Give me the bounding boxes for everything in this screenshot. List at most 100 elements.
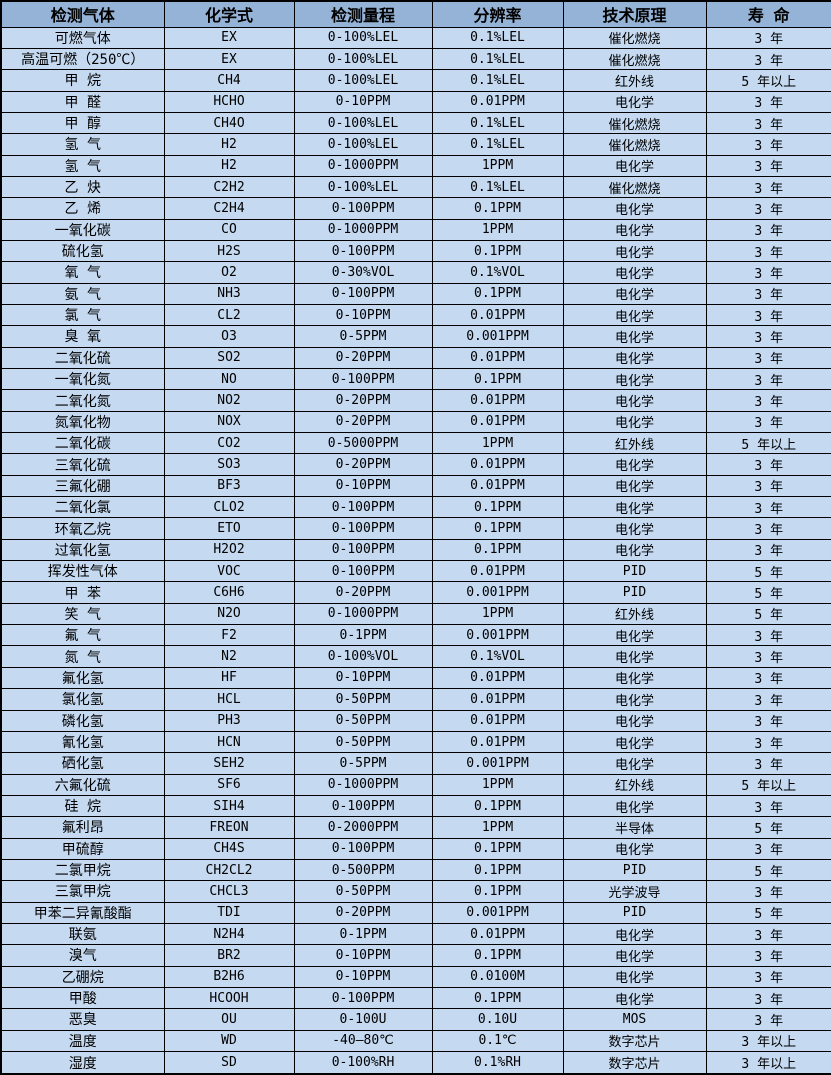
principle-cell: 电化学 (562, 261, 707, 284)
gas-name-cell: 氟 气 (0, 624, 165, 647)
range-cell: 0-10PPM (293, 666, 433, 690)
table-row: 一氧化碳 CO 0-1000PPM 1PPM 电化学 3 年 (0, 218, 831, 241)
principle-cell: 催化燃烧 (562, 111, 707, 135)
range-cell: 0-100%LEL (293, 111, 433, 135)
principle-cell: 电化学 (562, 496, 707, 519)
lifespan-cell: 3 年以上 (705, 1051, 831, 1075)
range-cell: 0-20PPM (293, 581, 433, 604)
range-cell: 0-20PPM (293, 346, 433, 370)
formula-cell: C2H2 (163, 175, 295, 199)
formula-cell: CL2 (163, 303, 295, 327)
lifespan-cell: 5 年 (705, 560, 831, 583)
resolution-cell: 0.1PPM (431, 794, 564, 818)
table-row: 高温可燃（250℃） EX 0-100%LEL 0.1%LEL 催化燃烧 3 年 (0, 47, 831, 71)
table-row: 二氧化碳 CO2 0-5000PPM 1PPM 红外线 5 年以上 (0, 432, 831, 455)
range-cell: 0-20PPM (293, 389, 433, 412)
lifespan-cell: 3 年 (705, 880, 831, 903)
table-row: 可燃气体 EX 0-100%LEL 0.1%LEL 催化燃烧 3 年 (0, 26, 831, 49)
gas-name-cell: 二氧化氯 (0, 496, 165, 519)
column-header-1: 化学式 (163, 0, 295, 28)
resolution-cell: 1PPM (431, 602, 564, 626)
range-cell: 0-100%LEL (293, 47, 433, 71)
lifespan-cell: 3 年 (705, 794, 831, 818)
lifespan-cell: 3 年 (705, 1008, 831, 1031)
resolution-cell: 0.01PPM (431, 453, 564, 476)
lifespan-cell: 3 年 (705, 111, 831, 135)
principle-cell: 电化学 (562, 709, 707, 732)
principle-cell: 电化学 (562, 752, 707, 775)
formula-cell: CH2CL2 (163, 858, 295, 882)
table-row: 氮氧化物 NOX 0-20PPM 0.01PPM 电化学 3 年 (0, 410, 831, 434)
gas-name-cell: 三氟化硼 (0, 474, 165, 498)
principle-cell: PID (562, 858, 707, 882)
principle-cell: 电化学 (562, 239, 707, 263)
resolution-cell: 0.1PPM (431, 239, 564, 263)
formula-cell: BF3 (163, 474, 295, 498)
range-cell: 0-100PPM (293, 560, 433, 583)
resolution-cell: 0.1PPM (431, 837, 564, 860)
gas-name-cell: 乙 炔 (0, 175, 165, 199)
range-cell: 0-100PPM (293, 517, 433, 540)
principle-cell: 电化学 (562, 645, 707, 668)
formula-cell: H2 (163, 133, 295, 156)
resolution-cell: 0.01PPM (431, 922, 564, 946)
resolution-cell: 0.1%LEL (431, 26, 564, 49)
range-cell: 0-500PPM (293, 858, 433, 882)
table-row: 氨 气 NH3 0-100PPM 0.1PPM 电化学 3 年 (0, 282, 831, 305)
resolution-cell: 0.01PPM (431, 560, 564, 583)
principle-cell: 电化学 (562, 90, 707, 113)
resolution-cell: 0.001PPM (431, 325, 564, 348)
principle-cell: 电化学 (562, 837, 707, 860)
formula-cell: H2 (163, 154, 295, 177)
resolution-cell: 0.01PPM (431, 389, 564, 412)
principle-cell: 半导体 (562, 816, 707, 839)
range-cell: -40—80℃ (293, 1029, 433, 1053)
gas-name-cell: 氮 气 (0, 645, 165, 668)
formula-cell: PH3 (163, 709, 295, 732)
resolution-cell: 1PPM (431, 154, 564, 177)
table-row: 湿度 SD 0-100%RH 0.1%RH 数字芯片 3 年以上 (0, 1051, 831, 1075)
range-cell: 0-100%LEL (293, 133, 433, 156)
resolution-cell: 0.01PPM (431, 474, 564, 498)
range-cell: 0-100%LEL (293, 69, 433, 92)
range-cell: 0-100U (293, 1008, 433, 1031)
range-cell: 0-100PPM (293, 986, 433, 1010)
gas-name-cell: 三氯甲烷 (0, 880, 165, 903)
table-row: 氢 气 H2 0-1000PPM 1PPM 电化学 3 年 (0, 154, 831, 177)
table-body: 可燃气体 EX 0-100%LEL 0.1%LEL 催化燃烧 3 年高温可燃（250℃） E… (0, 26, 831, 1075)
table-row: 乙 炔 C2H2 0-100%LEL 0.1%LEL 催化燃烧 3 年 (0, 175, 831, 199)
range-cell: 0-50PPM (293, 688, 433, 711)
resolution-cell: 1PPM (431, 816, 564, 839)
range-cell: 0-5PPM (293, 325, 433, 348)
lifespan-cell: 3 年 (705, 197, 831, 220)
lifespan-cell: 3 年 (705, 730, 831, 754)
lifespan-cell: 3 年 (705, 346, 831, 370)
range-cell: 0-2000PPM (293, 816, 433, 839)
gas-name-cell: 甲 醛 (0, 90, 165, 113)
formula-cell: C2H4 (163, 197, 295, 220)
table-row: 三氧化硫 SO3 0-20PPM 0.01PPM 电化学 3 年 (0, 453, 831, 476)
range-cell: 0-50PPM (293, 730, 433, 754)
range-cell: 0-100PPM (293, 197, 433, 220)
formula-cell: FREON (163, 816, 295, 839)
resolution-cell: 0.001PPM (431, 752, 564, 775)
table-row: 温度 WD -40—80℃ 0.1℃ 数字芯片 3 年以上 (0, 1029, 831, 1053)
resolution-cell: 0.0100M (431, 965, 564, 988)
formula-cell: ETO (163, 517, 295, 540)
table-row: 甲酸 HCOOH 0-100PPM 0.1PPM 电化学 3 年 (0, 986, 831, 1010)
table-row: 氰化氢 HCN 0-50PPM 0.01PPM 电化学 3 年 (0, 730, 831, 754)
table-row: 二氧化氮 NO2 0-20PPM 0.01PPM 电化学 3 年 (0, 389, 831, 412)
table-row: 甲 醛 HCHO 0-10PPM 0.01PPM 电化学 3 年 (0, 90, 831, 113)
table-row: 硒化氢 SEH2 0-5PPM 0.001PPM 电化学 3 年 (0, 752, 831, 775)
principle-cell: 电化学 (562, 154, 707, 177)
resolution-cell: 0.1PPM (431, 197, 564, 220)
table-row: 乙硼烷 B2H6 0-10PPM 0.0100M 电化学 3 年 (0, 965, 831, 988)
lifespan-cell: 3 年 (705, 325, 831, 348)
gas-name-cell: 温度 (0, 1029, 165, 1053)
formula-cell: H2S (163, 239, 295, 263)
principle-cell: 电化学 (562, 282, 707, 305)
gas-name-cell: 硅 烷 (0, 794, 165, 818)
table-row: 一氧化氮 NO 0-100PPM 0.1PPM 电化学 3 年 (0, 367, 831, 391)
lifespan-cell: 3 年 (705, 133, 831, 156)
gas-name-cell: 一氧化氮 (0, 367, 165, 391)
